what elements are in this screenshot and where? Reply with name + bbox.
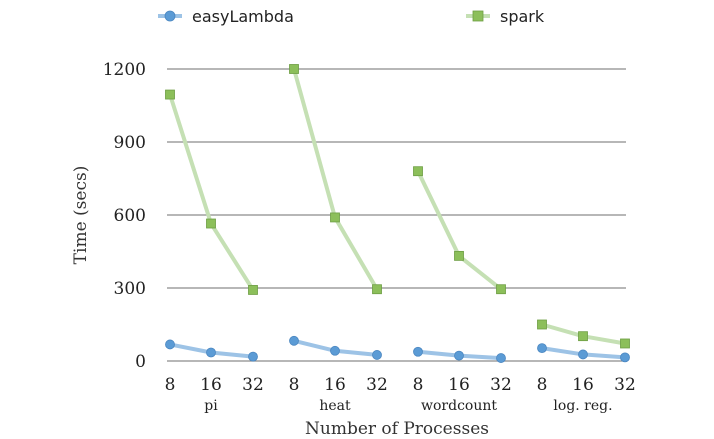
data-point (165, 339, 175, 350)
data-point (289, 64, 299, 74)
data-point (248, 351, 258, 362)
gridlines (167, 68, 626, 362)
data-point (372, 350, 382, 360)
x-axis-title: Number of Processes (305, 419, 489, 439)
x-tick-label: 16 (324, 375, 346, 395)
data-point (372, 284, 382, 295)
data-point (620, 338, 630, 349)
x-tick-label: 16 (200, 375, 222, 395)
y-tick-label: 600 (114, 206, 146, 226)
group-label: heat (319, 398, 351, 414)
group-labels: pi heat wordcount log. reg. (204, 398, 612, 414)
data-point (413, 346, 423, 357)
y-tick-label: 900 (114, 133, 146, 153)
y-tick-labels: 0 300 600 900 1200 (103, 60, 146, 372)
x-tick-label: 32 (242, 375, 264, 395)
data-point (454, 250, 464, 261)
legend-label: easyLambda (192, 7, 294, 26)
data-point (537, 343, 547, 354)
legend-marker (472, 10, 484, 22)
data-point (578, 349, 588, 360)
data-point (330, 345, 340, 356)
data-point (454, 350, 464, 361)
x-tick-label: 8 (537, 375, 548, 395)
data-point (330, 212, 340, 223)
data-point (248, 285, 258, 295)
series-line-spark (416, 169, 503, 292)
y-axis-title: Time (secs) (71, 166, 91, 265)
x-tick-label: 8 (165, 375, 176, 395)
y-tick-label: 1200 (103, 60, 146, 80)
data-point (413, 166, 423, 177)
data-point (537, 319, 547, 330)
x-tick-label: 32 (490, 375, 512, 395)
data-point (496, 353, 506, 363)
series-line-spark (292, 67, 379, 292)
data-point (578, 331, 588, 342)
series-line-spark (168, 92, 255, 292)
group-label: wordcount (421, 398, 497, 414)
series-lines (168, 67, 627, 361)
series-markers (165, 64, 630, 363)
y-tick-label: 300 (114, 279, 146, 299)
x-tick-label: 16 (448, 375, 470, 395)
x-tick-label: 32 (366, 375, 388, 395)
x-tick-label: 32 (614, 375, 636, 395)
y-tick-label: 0 (135, 352, 146, 372)
legend: easyLambda spark (158, 7, 545, 26)
x-tick-label: 8 (289, 375, 300, 395)
legend-label: spark (500, 7, 545, 26)
data-point (289, 335, 299, 346)
group-label: log. reg. (553, 398, 612, 414)
legend-marker (164, 10, 176, 22)
data-point (165, 89, 175, 100)
data-point (206, 347, 216, 358)
x-tick-label: 8 (413, 375, 424, 395)
x-tick-label: 16 (572, 375, 594, 395)
data-point (620, 352, 630, 363)
data-point (496, 284, 506, 295)
x-tick-labels: 8 16 32 8 16 32 8 16 32 8 16 32 (165, 375, 636, 395)
group-label: pi (204, 398, 218, 414)
data-point (206, 218, 216, 229)
